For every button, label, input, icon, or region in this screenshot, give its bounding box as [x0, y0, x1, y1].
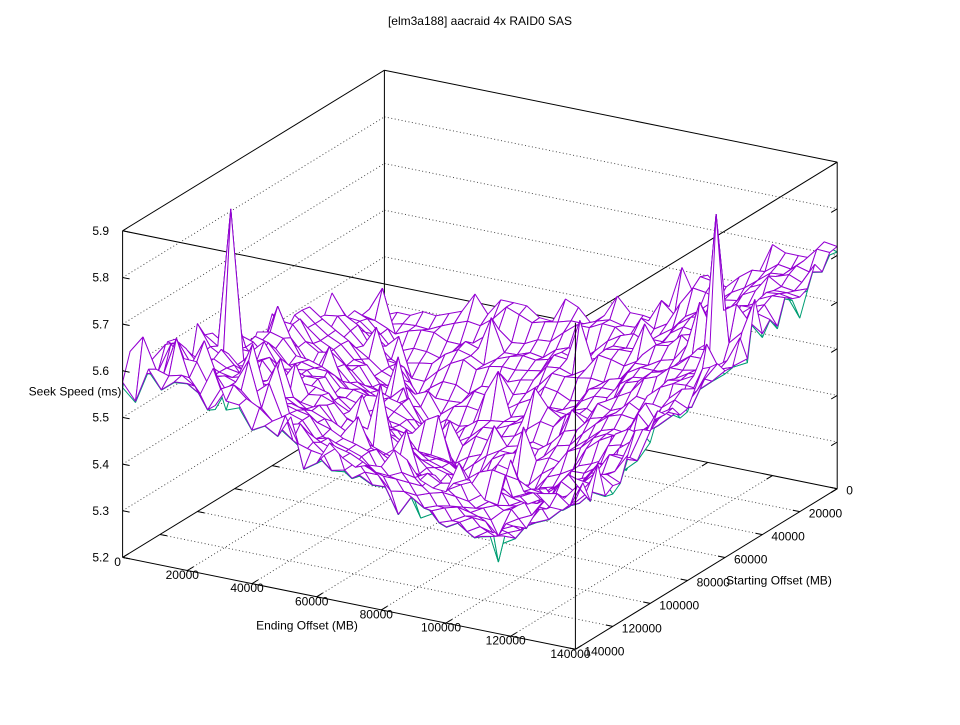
svg-text:60000: 60000 — [734, 553, 768, 567]
svg-text:5.9: 5.9 — [92, 224, 109, 238]
svg-text:5.6: 5.6 — [92, 364, 109, 378]
svg-text:40000: 40000 — [230, 581, 264, 595]
svg-text:20000: 20000 — [809, 507, 843, 521]
svg-text:5.4: 5.4 — [92, 457, 109, 471]
svg-text:[elm3a188] aacraid 4x RAID0 SA: [elm3a188] aacraid 4x RAID0 SAS — [388, 14, 572, 28]
svg-text:140000: 140000 — [584, 644, 624, 658]
svg-text:100000: 100000 — [659, 598, 699, 612]
svg-text:Starting Offset (MB): Starting Offset (MB) — [726, 574, 832, 588]
svg-text:Seek Speed (ms): Seek Speed (ms) — [29, 385, 122, 399]
svg-text:5.2: 5.2 — [92, 551, 109, 565]
svg-text:0: 0 — [846, 484, 853, 498]
svg-text:80000: 80000 — [360, 607, 394, 621]
svg-text:80000: 80000 — [697, 576, 731, 590]
svg-text:0: 0 — [114, 555, 121, 569]
svg-text:120000: 120000 — [486, 634, 526, 648]
svg-text:100000: 100000 — [421, 621, 461, 635]
svg-text:5.7: 5.7 — [92, 317, 109, 331]
svg-text:20000: 20000 — [166, 568, 200, 582]
svg-text:5.3: 5.3 — [92, 504, 109, 518]
svg-text:120000: 120000 — [622, 621, 662, 635]
svg-text:5.5: 5.5 — [92, 411, 109, 425]
svg-text:40000: 40000 — [771, 530, 805, 544]
svg-text:Ending Offset (MB): Ending Offset (MB) — [256, 619, 358, 633]
svg-text:60000: 60000 — [295, 594, 329, 608]
svg-text:140000: 140000 — [550, 647, 590, 661]
svg-text:5.8: 5.8 — [92, 271, 109, 285]
